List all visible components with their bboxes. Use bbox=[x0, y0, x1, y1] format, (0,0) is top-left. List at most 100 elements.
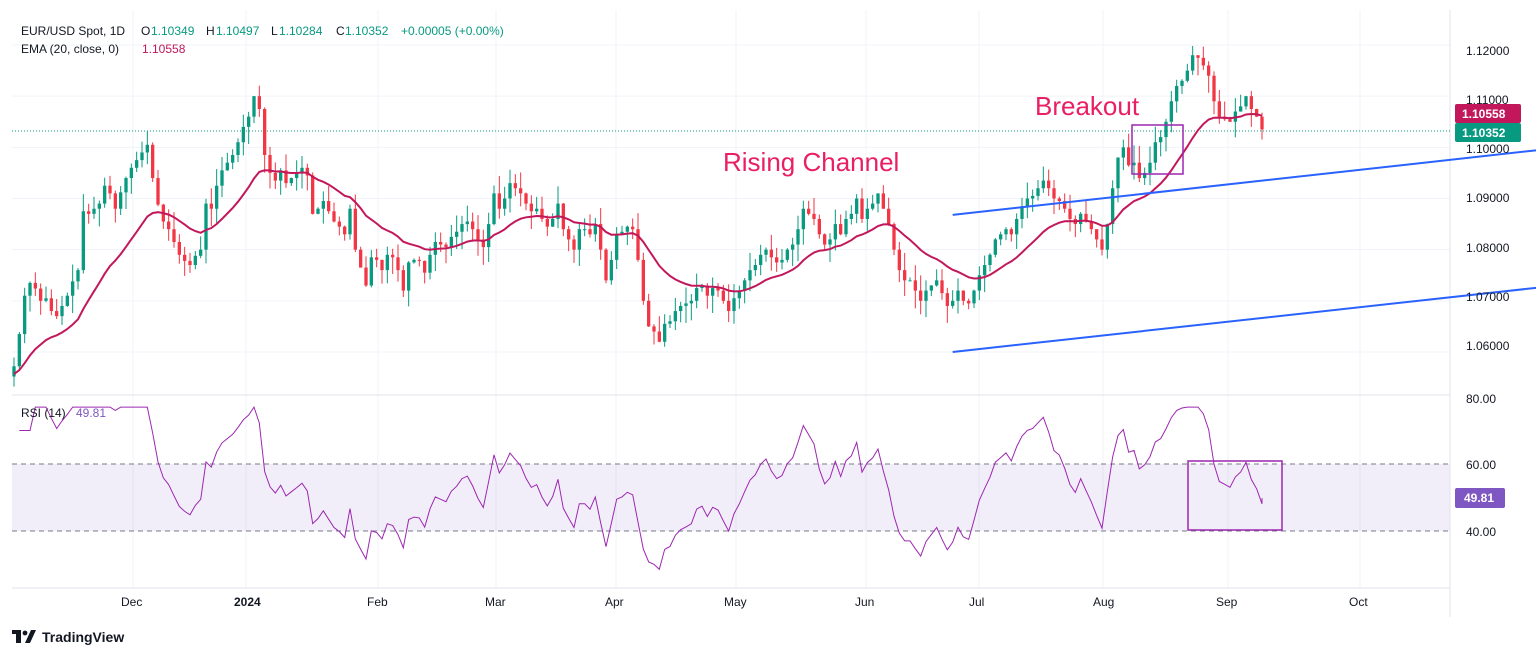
candle-body bbox=[1068, 208, 1072, 219]
candle-body bbox=[695, 288, 699, 301]
candle-body bbox=[465, 221, 469, 225]
candle-body bbox=[268, 155, 272, 173]
candle-body bbox=[1095, 229, 1099, 240]
candle-body bbox=[615, 234, 619, 260]
candle-body bbox=[1164, 121, 1168, 138]
candle-body bbox=[993, 239, 997, 255]
svg-text:1.10352: 1.10352 bbox=[1462, 126, 1506, 140]
candle-body bbox=[657, 331, 661, 342]
candle-body bbox=[17, 334, 21, 367]
price-axis[interactable]: 1.12000 1.11000 1.10000 1.09000 1.08000 … bbox=[1466, 44, 1510, 539]
candle-body bbox=[588, 229, 592, 235]
legend-open: 1.10349 bbox=[151, 24, 195, 38]
candle-body bbox=[113, 193, 117, 209]
candle-body bbox=[631, 226, 635, 230]
rsi-highlight-box[interactable] bbox=[1187, 460, 1283, 531]
candle-body bbox=[1009, 229, 1013, 235]
rsi-tick: 80.00 bbox=[1466, 392, 1496, 406]
candle-body bbox=[321, 201, 325, 209]
candle-body bbox=[279, 170, 283, 181]
candle-body bbox=[1228, 119, 1232, 122]
candle-body bbox=[257, 96, 261, 109]
candle-body bbox=[764, 249, 768, 255]
tradingview-footer[interactable]: TradingView bbox=[12, 629, 124, 645]
candle-body bbox=[23, 295, 27, 335]
time-tick: May bbox=[724, 595, 747, 609]
candle-body bbox=[1052, 188, 1056, 199]
candle-body bbox=[812, 213, 816, 219]
candle-body bbox=[439, 241, 443, 245]
grid bbox=[12, 10, 1450, 588]
candle-body bbox=[1169, 101, 1173, 122]
candle-body bbox=[1100, 239, 1104, 250]
candle-body bbox=[188, 260, 192, 266]
candle-body bbox=[1025, 198, 1029, 207]
candle-body bbox=[39, 288, 43, 301]
legend-close-label: C bbox=[336, 24, 345, 38]
legend-change: +0.00005 (+0.00%) bbox=[401, 24, 504, 38]
candle-body bbox=[876, 193, 880, 204]
candle-body bbox=[1185, 70, 1189, 81]
channel-lower-line[interactable] bbox=[952, 263, 1536, 353]
candle-body bbox=[716, 288, 720, 291]
candle-body bbox=[865, 208, 869, 219]
legend-open-label: O bbox=[141, 24, 150, 38]
candle-body bbox=[156, 178, 160, 205]
candle-body bbox=[183, 254, 187, 261]
candle-body bbox=[652, 326, 656, 332]
candle-body bbox=[940, 280, 944, 294]
candle-body bbox=[1057, 198, 1061, 202]
rsi-tick: 40.00 bbox=[1466, 525, 1496, 539]
candle-body bbox=[919, 290, 923, 301]
candle-body bbox=[236, 142, 240, 156]
candle-body bbox=[908, 280, 912, 282]
candle-body bbox=[545, 218, 549, 227]
candle-body bbox=[391, 254, 395, 258]
candle-body bbox=[599, 224, 603, 250]
candle-body bbox=[860, 198, 864, 219]
candle-body bbox=[316, 208, 320, 214]
ema-price-badge: 1.10558 bbox=[1455, 104, 1521, 123]
candle-body bbox=[145, 144, 149, 153]
channel-upper-line[interactable] bbox=[952, 125, 1536, 216]
candle-body bbox=[913, 280, 917, 291]
time-tick: Apr bbox=[605, 595, 624, 609]
candle-body bbox=[1191, 55, 1195, 71]
candle-body bbox=[887, 208, 891, 225]
candle-body bbox=[129, 167, 133, 179]
breakout-box[interactable] bbox=[1131, 124, 1184, 175]
candle-body bbox=[1132, 162, 1136, 166]
candle-body bbox=[839, 224, 843, 235]
candle-body bbox=[225, 162, 229, 171]
candle-body bbox=[343, 226, 347, 235]
price-tick: 1.11000 bbox=[1466, 93, 1509, 107]
legend-close: 1.10352 bbox=[345, 24, 389, 38]
candle-body bbox=[97, 203, 101, 209]
annotation-breakout: Breakout bbox=[1035, 91, 1140, 121]
time-axis[interactable]: Dec 2024 Feb Mar Apr May Jun Jul Aug Sep… bbox=[121, 595, 1368, 609]
candle-body bbox=[572, 239, 576, 250]
candle-body bbox=[641, 259, 645, 301]
candle-body bbox=[449, 236, 453, 248]
candle-body bbox=[241, 126, 245, 143]
candle-body bbox=[503, 198, 507, 209]
time-tick: Jul bbox=[969, 595, 984, 609]
candle-body bbox=[753, 265, 757, 271]
candle-body bbox=[796, 229, 800, 245]
candle-body bbox=[76, 270, 80, 282]
candle-body bbox=[1063, 201, 1067, 209]
candle-body bbox=[705, 285, 709, 296]
legend-rsi-label: RSI (14) bbox=[21, 406, 66, 420]
candle-body bbox=[1137, 162, 1141, 179]
candle-body bbox=[1127, 147, 1131, 166]
candle-body bbox=[951, 300, 955, 306]
candle-body bbox=[620, 231, 624, 235]
candle-body bbox=[929, 285, 933, 291]
time-tick: Sep bbox=[1216, 595, 1238, 609]
legend: EUR/USD Spot, 1D O 1.10349 H 1.10497 L 1… bbox=[21, 24, 504, 420]
candle-body bbox=[817, 218, 821, 235]
candle-body bbox=[519, 188, 523, 194]
candle-body bbox=[1148, 162, 1152, 173]
time-tick: Aug bbox=[1093, 595, 1114, 609]
